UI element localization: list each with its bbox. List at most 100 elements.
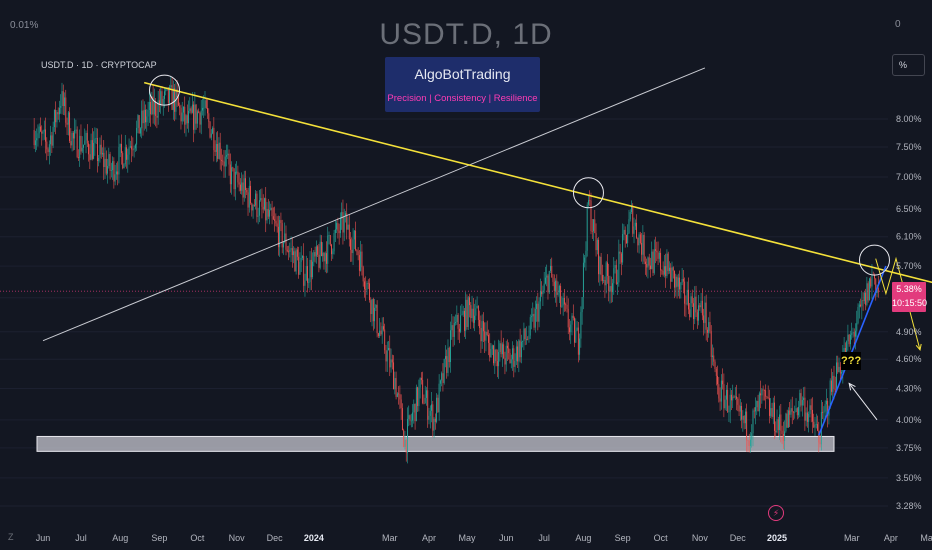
candle-body	[612, 283, 613, 293]
candle-body	[786, 413, 788, 428]
candle-body	[110, 170, 112, 171]
candle-body	[672, 267, 674, 271]
x-tick-label: 2025	[767, 533, 787, 543]
candle-body	[270, 207, 272, 211]
candle-body	[131, 146, 133, 150]
candle-body	[215, 144, 217, 152]
candle-body	[855, 330, 856, 337]
candle-body	[389, 347, 391, 368]
candle-body	[400, 399, 402, 409]
candle-body	[412, 412, 413, 421]
candle-body	[258, 200, 260, 216]
candle-body	[219, 142, 221, 160]
candle-body	[298, 256, 300, 275]
candle-body	[133, 148, 135, 150]
candle-body	[41, 131, 43, 134]
candle-body	[756, 400, 758, 408]
candle-body	[203, 107, 205, 109]
candle-body	[64, 97, 65, 107]
candle-body	[528, 335, 530, 339]
symbol-watermark: USDT.D, 1D	[379, 18, 553, 51]
candle-body	[275, 220, 277, 224]
candle-body	[728, 411, 730, 413]
candle-body	[742, 415, 744, 420]
candle-body	[746, 411, 748, 441]
candle-body	[614, 265, 616, 269]
candles	[33, 76, 879, 464]
candle-body	[358, 255, 360, 271]
tradingview-logo-icon[interactable]: Z	[8, 532, 14, 542]
candle-body	[107, 166, 108, 174]
candle-body	[348, 224, 350, 240]
candle-body	[636, 222, 638, 238]
symbol-legend[interactable]: USDT.D · 1D · CRYPTOCAP	[41, 60, 157, 70]
candle-body	[523, 328, 525, 341]
candle-body	[300, 257, 302, 263]
candle-body	[202, 107, 203, 111]
candle-body	[217, 144, 219, 159]
candle-body	[171, 85, 173, 110]
candle-body	[677, 277, 679, 287]
candle-body	[574, 318, 575, 343]
candle-body	[294, 251, 296, 272]
percent-scale-button[interactable]: %	[892, 54, 925, 76]
candle-body	[734, 396, 736, 398]
candle-body	[138, 115, 140, 134]
candle-body	[176, 89, 178, 98]
candle-body	[703, 315, 705, 323]
candle-body	[456, 315, 458, 323]
candle-body	[339, 217, 341, 234]
candle-body	[571, 315, 573, 325]
candle-body	[463, 310, 465, 331]
candle-body	[762, 389, 764, 391]
candle-body	[609, 286, 611, 292]
x-tick-label: Oct	[654, 533, 669, 543]
candle-body	[787, 410, 789, 428]
candle-body	[40, 126, 41, 132]
candle-body	[696, 312, 698, 321]
flash-icon[interactable]: ⚡	[768, 505, 784, 521]
candle-body	[414, 403, 416, 422]
candle-body	[210, 133, 212, 138]
candle-body	[552, 277, 554, 282]
candle-body	[713, 355, 715, 362]
candle-body	[565, 304, 567, 306]
candle-body	[395, 378, 397, 397]
candle-body	[332, 251, 334, 255]
candle-body	[653, 249, 655, 273]
rising-diagonal-line	[42, 67, 706, 342]
candle-body	[829, 380, 831, 409]
candle-body	[615, 265, 617, 284]
candle-body	[536, 303, 538, 309]
candle-body	[284, 233, 286, 243]
candle-body	[304, 280, 306, 286]
candle-body	[451, 325, 453, 331]
time-axis[interactable]: Jun Jul Aug Sep Oct Nov Dec 2024 Mar Apr May Jun Jul…	[36, 533, 932, 543]
candle-body	[851, 333, 853, 335]
candle-body	[779, 414, 781, 431]
candle-body	[823, 411, 825, 413]
y-tick-label: 3.75%	[896, 443, 922, 453]
candle-body	[767, 397, 769, 399]
candle-body	[495, 349, 497, 362]
candle-body	[243, 178, 245, 198]
candle-body	[160, 91, 162, 105]
candle-body	[542, 290, 544, 295]
candle-body	[127, 154, 129, 160]
candle-body	[652, 251, 654, 273]
candle-body	[223, 161, 225, 167]
candle-body	[95, 137, 97, 139]
candle-body	[751, 433, 753, 440]
candle-body	[318, 254, 320, 268]
candle-body	[53, 109, 55, 128]
candle-body	[151, 96, 153, 115]
candle-body	[437, 397, 439, 413]
candle-body	[628, 219, 630, 234]
price-axis[interactable]: 8.00%7.50%7.00%6.50%6.10%5.70%5.30%4.90%…	[896, 114, 922, 511]
candle-body	[793, 411, 794, 413]
candle-body	[780, 414, 782, 431]
candle-body	[533, 313, 535, 328]
candle-body	[439, 380, 441, 384]
touch-circle	[858, 244, 890, 276]
